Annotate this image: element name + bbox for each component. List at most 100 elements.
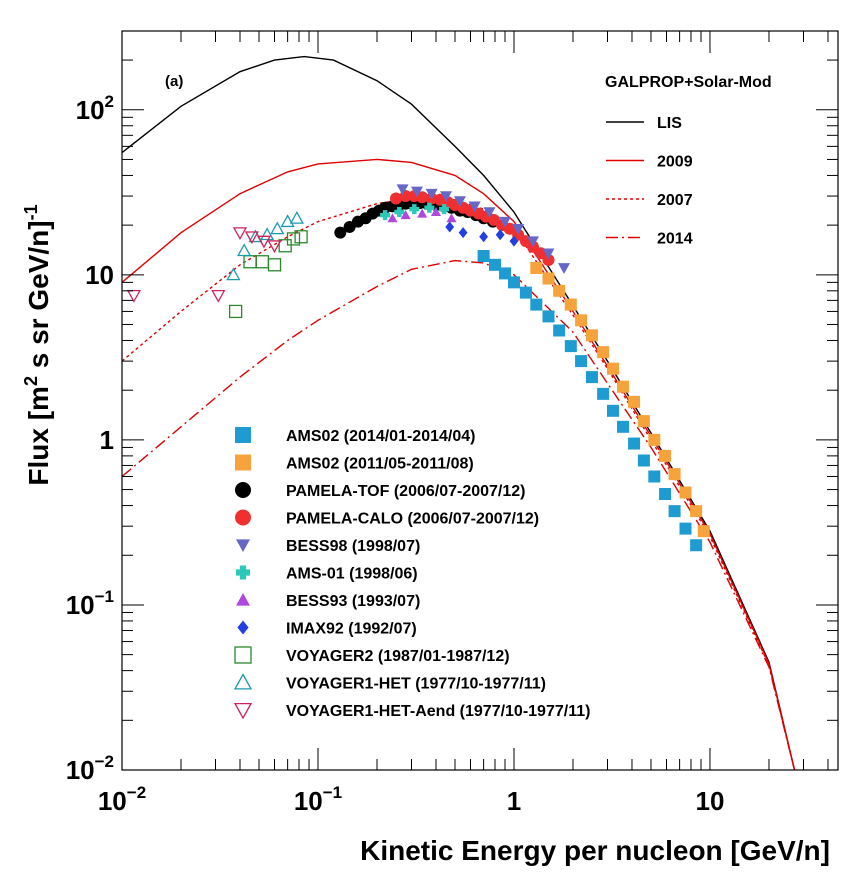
chart: 10−2 10−1 1 1010−210−1110102 (a) GALPROP+So… bbox=[0, 0, 868, 876]
data-point bbox=[565, 340, 577, 352]
data-point bbox=[690, 539, 702, 551]
data-point bbox=[227, 269, 239, 280]
data-point bbox=[607, 405, 619, 417]
data-legend-label: AMS02 (2014/01-2014/04) bbox=[286, 428, 475, 445]
series-voyager2 bbox=[230, 231, 307, 318]
model-legend-label: 2014 bbox=[657, 231, 693, 248]
data-point bbox=[638, 415, 650, 427]
data-point bbox=[628, 438, 640, 450]
data-point bbox=[269, 259, 281, 271]
data-legend-label: IMAX92 (1992/07) bbox=[286, 621, 417, 638]
data-point bbox=[230, 305, 242, 317]
model-legend-item: 2009 bbox=[606, 154, 693, 171]
data-legend-item: BESS93 (1993/07) bbox=[236, 593, 420, 610]
data-point bbox=[690, 505, 702, 517]
x-tick-label: 10 bbox=[696, 786, 725, 816]
data-point bbox=[459, 227, 468, 238]
data-legend-item: VOYAGER1-HET-Aend (1977/10-1977/11) bbox=[235, 703, 590, 720]
data-legend-label: BESS98 (1998/07) bbox=[286, 538, 420, 555]
data-legend-marker bbox=[235, 704, 251, 718]
data-point bbox=[234, 228, 246, 239]
model-legend-label: 2007 bbox=[657, 192, 693, 209]
data-point bbox=[659, 450, 671, 462]
data-point bbox=[479, 231, 488, 242]
data-legend-item: VOYAGER2 (1987/01-1987/12) bbox=[235, 647, 510, 665]
panel-label: (a) bbox=[165, 73, 183, 90]
data-legend-marker bbox=[235, 510, 251, 526]
model-legend-item: LIS bbox=[606, 115, 682, 132]
data-legend-item: BESS98 (1998/07) bbox=[236, 538, 420, 555]
data-point bbox=[558, 263, 570, 274]
data-point bbox=[530, 262, 542, 274]
series-pamela-calo bbox=[390, 190, 555, 266]
x-tick-label: 1 bbox=[507, 786, 521, 816]
data-point bbox=[447, 213, 457, 222]
data-point bbox=[669, 468, 681, 480]
data-legend-label: BESS93 (1993/07) bbox=[286, 593, 420, 610]
data-point bbox=[212, 291, 224, 302]
data-legend-label: VOYAGER1-HET (1977/10-1977/11) bbox=[286, 676, 546, 693]
data-point bbox=[238, 245, 250, 256]
data-legend-label: VOYAGER1-HET-Aend (1977/10-1977/11) bbox=[286, 703, 590, 720]
data-point bbox=[586, 371, 598, 383]
x-axis-title: Kinetic Energy per nucleon [GeV/n] bbox=[360, 835, 830, 866]
data-point bbox=[679, 486, 691, 498]
y-tick-label: 10−2 bbox=[66, 752, 114, 785]
x-tick-label: 10−1 bbox=[294, 783, 342, 816]
data-point bbox=[542, 272, 554, 284]
y-axis-title: Flux [m2 s sr GeV/n]-1 bbox=[21, 204, 54, 485]
data-point bbox=[607, 363, 619, 375]
series-ams02 bbox=[530, 262, 709, 537]
data-legend-label: AMS02 (2011/05-2011/08) bbox=[286, 456, 474, 473]
model-legend-label: LIS bbox=[657, 115, 682, 132]
data-legend-item: AMS02 (2011/05-2011/08) bbox=[235, 455, 474, 473]
data-legend-label: AMS-01 (1998/06) bbox=[286, 566, 418, 583]
data-point bbox=[530, 299, 542, 311]
data-point bbox=[542, 310, 554, 322]
data-point bbox=[291, 212, 303, 223]
data-point bbox=[256, 256, 268, 268]
data-legend-item: VOYAGER1-HET (1977/10-1977/11) bbox=[235, 675, 546, 693]
data-legend-marker bbox=[235, 675, 251, 689]
data-point bbox=[648, 470, 660, 482]
model-legend-label: 2009 bbox=[657, 154, 693, 171]
data-legend: AMS02 (2014/01-2014/04) AMS02 (2011/05-20… bbox=[235, 427, 590, 720]
y-tick-label: 1 bbox=[100, 425, 114, 455]
data-legend-item: AMS02 (2014/01-2014/04) bbox=[235, 427, 475, 445]
data-legend-marker bbox=[236, 539, 250, 552]
data-point bbox=[279, 240, 291, 252]
x-tick-label: 10−2 bbox=[98, 783, 146, 816]
data-point bbox=[617, 421, 629, 433]
data-point bbox=[659, 488, 671, 500]
data-point bbox=[698, 525, 710, 537]
data-point bbox=[648, 434, 660, 446]
model-legend: LIS 2009 2007 2014 bbox=[606, 115, 693, 248]
data-legend-item: PAMELA-CALO (2006/07-2007/12) bbox=[235, 510, 539, 528]
data-legend-label: PAMELA-TOF (2006/07-2007/12) bbox=[286, 483, 526, 500]
data-legend-item: AMS-01 (1998/06) bbox=[236, 566, 418, 583]
data-point bbox=[679, 523, 691, 535]
data-point bbox=[553, 324, 565, 336]
y-tick-label: 10 bbox=[85, 260, 114, 290]
data-point bbox=[638, 454, 650, 466]
data-point bbox=[445, 221, 454, 232]
data-legend-item: IMAX92 (1992/07) bbox=[237, 621, 416, 638]
model-legend-item: 2007 bbox=[606, 192, 693, 209]
data-point bbox=[508, 276, 520, 288]
data-legend-marker bbox=[235, 647, 251, 663]
data-point bbox=[597, 388, 609, 400]
data-point bbox=[617, 381, 629, 393]
data-legend-marker bbox=[237, 621, 248, 635]
data-point bbox=[575, 314, 587, 326]
data-point bbox=[628, 396, 640, 408]
data-point bbox=[597, 346, 609, 358]
data-legend-label: VOYAGER2 (1987/01-1987/12) bbox=[286, 648, 510, 665]
data-point bbox=[586, 329, 598, 341]
data-point bbox=[128, 291, 140, 302]
model-legend-item: 2014 bbox=[606, 231, 693, 248]
model-legend-title: GALPROP+Solar-Mod bbox=[605, 74, 772, 91]
data-legend-marker bbox=[236, 593, 250, 606]
data-point bbox=[271, 223, 283, 234]
data-point bbox=[575, 355, 587, 367]
data-legend-marker bbox=[235, 482, 251, 498]
